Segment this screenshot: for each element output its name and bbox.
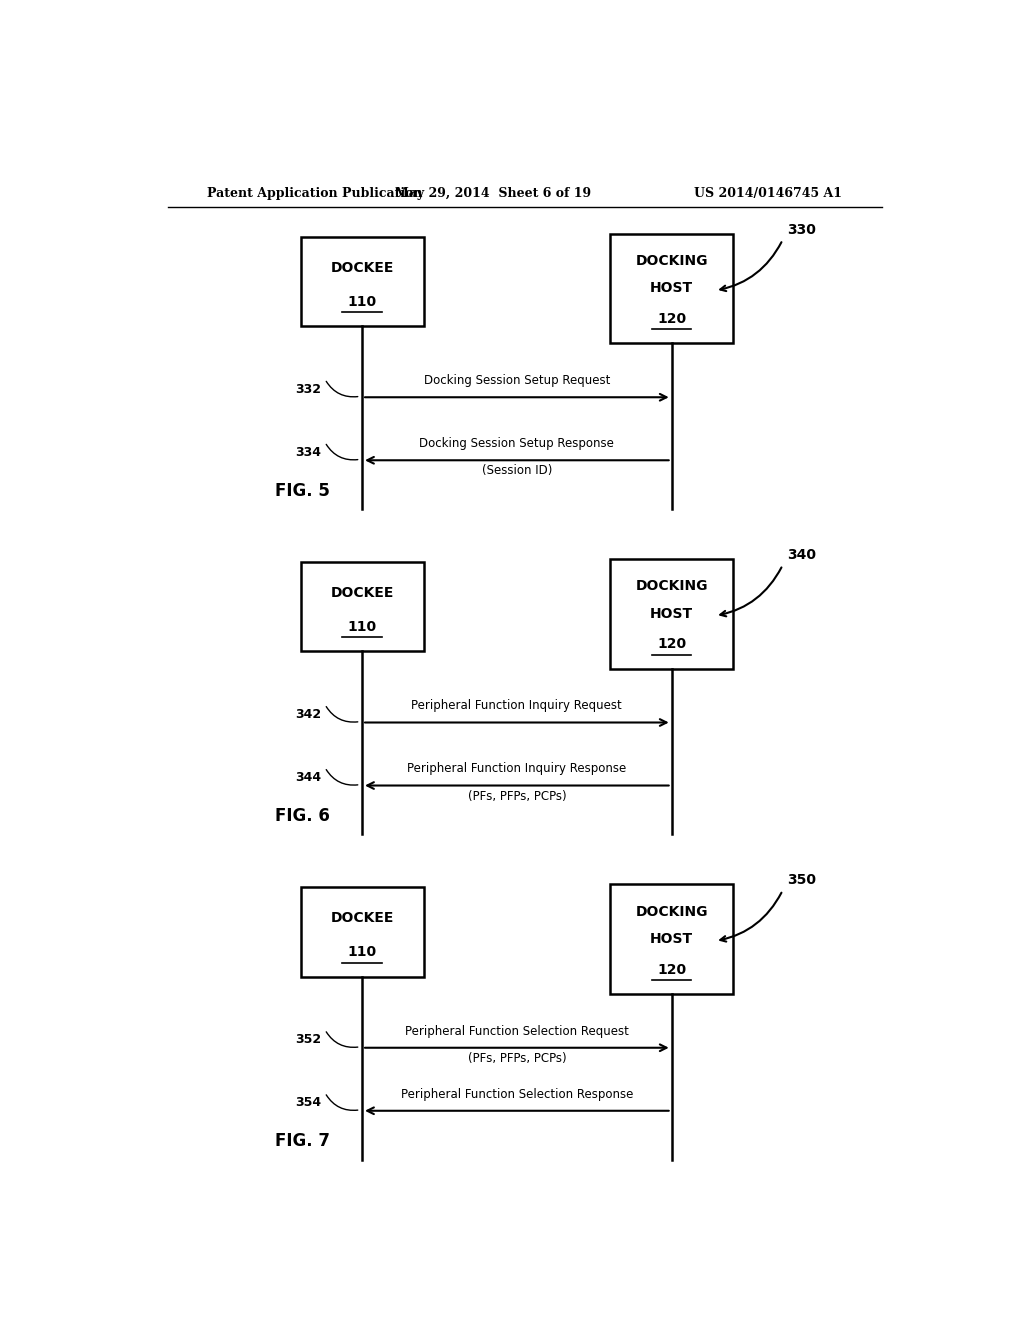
Text: 120: 120 [657,638,686,652]
Text: Peripheral Function Inquiry Response: Peripheral Function Inquiry Response [408,763,627,775]
Text: 110: 110 [347,294,377,309]
Text: 352: 352 [295,1034,321,1047]
Text: (Session ID): (Session ID) [481,465,552,478]
Text: HOST: HOST [650,932,693,946]
Text: DOCKING: DOCKING [635,579,708,593]
Text: 120: 120 [657,313,686,326]
Bar [610,234,733,343]
Text: 354: 354 [295,1096,321,1109]
Text: Peripheral Function Inquiry Request: Peripheral Function Inquiry Request [412,700,623,713]
Text: FIG. 6: FIG. 6 [274,807,330,825]
Text: 344: 344 [295,771,321,784]
Text: Docking Session Setup Response: Docking Session Setup Response [420,437,614,450]
Text: Docking Session Setup Request: Docking Session Setup Request [424,374,610,387]
Text: 110: 110 [347,945,377,960]
Text: 330: 330 [786,223,815,236]
Text: 350: 350 [786,873,816,887]
Text: May 29, 2014  Sheet 6 of 19: May 29, 2014 Sheet 6 of 19 [395,187,591,201]
Text: FIG. 7: FIG. 7 [274,1133,330,1150]
Text: DOCKING: DOCKING [635,253,708,268]
Text: DOCKEE: DOCKEE [331,586,394,601]
Text: 340: 340 [786,548,816,562]
Text: 334: 334 [295,446,321,458]
Text: HOST: HOST [650,281,693,296]
Text: DOCKEE: DOCKEE [331,912,394,925]
Bar [301,236,424,326]
Bar [301,887,424,977]
Text: US 2014/0146745 A1: US 2014/0146745 A1 [694,187,842,201]
Text: Patent Application Publication: Patent Application Publication [207,187,423,201]
Text: Peripheral Function Selection Request: Peripheral Function Selection Request [404,1024,629,1038]
Text: DOCKEE: DOCKEE [331,261,394,275]
Text: (PFs, PFPs, PCPs): (PFs, PFPs, PCPs) [468,789,566,803]
Text: 120: 120 [657,962,686,977]
Text: FIG. 5: FIG. 5 [274,482,330,500]
Bar [301,562,424,651]
Bar [610,558,733,669]
Text: DOCKING: DOCKING [635,904,708,919]
Text: HOST: HOST [650,607,693,620]
Text: 332: 332 [295,383,321,396]
Text: Peripheral Function Selection Response: Peripheral Function Selection Response [400,1088,633,1101]
Text: (PFs, PFPs, PCPs): (PFs, PFPs, PCPs) [468,1052,566,1065]
Text: 342: 342 [295,708,321,721]
Text: 110: 110 [347,620,377,634]
Bar [610,884,733,994]
